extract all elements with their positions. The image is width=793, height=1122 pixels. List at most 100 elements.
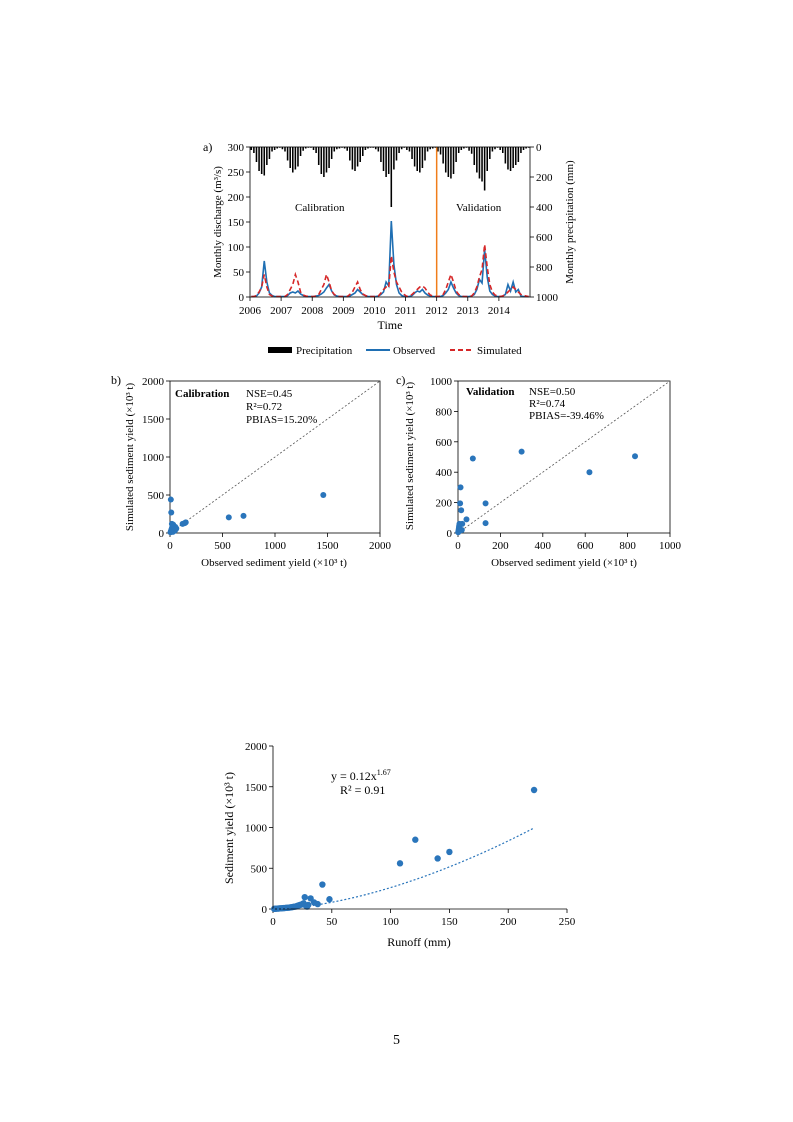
precip-bar: [325, 147, 328, 173]
y-tick-label: 1500: [245, 782, 268, 794]
precip-bar: [424, 147, 426, 161]
precip-bar: [255, 147, 258, 162]
power-fit-curve: [272, 827, 535, 910]
precip-bar: [494, 147, 496, 150]
data-point: [182, 519, 189, 526]
data-point: [305, 901, 312, 909]
precip-bar: [473, 147, 476, 165]
validation-text: Validation: [456, 202, 502, 214]
precip-bar: [478, 147, 481, 179]
x-tick-label: 500: [214, 540, 231, 552]
panel-b-title: Calibration: [175, 388, 229, 400]
precip-bar: [263, 147, 266, 176]
precip-bar: [367, 147, 369, 149]
y-tick-label: 2000: [142, 376, 165, 388]
precip-bar: [439, 147, 442, 155]
data-point: [225, 514, 232, 521]
y-tick-label: 1500: [142, 414, 165, 426]
x-tick-label: 100: [382, 916, 399, 928]
precip-bar: [486, 147, 488, 171]
panel-b-stat-r2: R²=0.72: [246, 401, 282, 413]
y-tick-label: 0: [447, 528, 453, 540]
panel-c-title: Validation: [466, 386, 515, 398]
precip-bar: [481, 147, 483, 182]
x-tick-label: 2012: [426, 305, 448, 317]
y-tick-label: 200: [436, 498, 453, 510]
precip-bar: [253, 147, 255, 153]
data-point: [446, 848, 453, 856]
precip-bar: [354, 147, 356, 171]
legend-simulated-label: Simulated: [477, 345, 522, 357]
y-right-tick-label: 800: [536, 262, 553, 274]
precip-bar: [408, 147, 411, 152]
x-tick-label: 800: [619, 540, 636, 552]
precip-bar: [398, 147, 400, 153]
precip-bar: [320, 147, 323, 174]
precip-bar: [281, 147, 284, 150]
precip-bar: [470, 147, 473, 154]
plot-frame: [273, 746, 567, 909]
x-tick-label: 200: [492, 540, 509, 552]
precipitation-bars: [250, 147, 530, 207]
y-left-tick-label: 100: [228, 242, 245, 254]
data-point: [458, 526, 465, 533]
data-point: [240, 512, 247, 519]
precip-bar: [362, 147, 364, 156]
data-point: [482, 500, 489, 507]
panel-b-ylabel: Simulated sediment yield (×10³ t): [124, 383, 136, 532]
data-point: [319, 881, 326, 888]
precip-bar: [502, 147, 504, 153]
panel-c-ylabel: Simulated sediment yield (×10³ t): [404, 382, 416, 531]
y-left-tick-label: 150: [228, 217, 245, 229]
precip-bar: [294, 147, 297, 170]
precip-bar: [276, 147, 278, 149]
y-tick-label: 0: [159, 528, 165, 540]
precip-bar: [302, 147, 304, 151]
x-tick-label: 2014: [488, 305, 511, 317]
precip-bar: [284, 147, 286, 152]
data-point: [530, 786, 538, 794]
panel-b-xlabel: Observed sediment yield (×10³ t): [201, 557, 347, 569]
precip-bar: [351, 147, 354, 170]
x-tick-label: 0: [167, 540, 173, 552]
precip-bar: [429, 147, 431, 150]
legend-observed-label: Observed: [393, 345, 436, 357]
data-point: [167, 496, 174, 503]
data-point: [412, 836, 419, 843]
precip-bar: [450, 147, 452, 179]
precip-bar: [509, 147, 512, 171]
precip-bar: [437, 147, 439, 152]
precip-bar: [406, 147, 408, 150]
precip-bar: [522, 147, 525, 150]
precip-bar: [323, 147, 325, 177]
precip-bar: [489, 147, 491, 159]
panel-b-plot: 0 500 1000 1500 2000 0 500 1000 1500 2000: [142, 376, 392, 552]
precip-bar: [520, 147, 522, 153]
x-tick-label: 150: [441, 916, 458, 928]
y-tick-label: 1000: [430, 376, 453, 388]
fit-equation: y = 0.12x1.67: [331, 768, 391, 783]
y-tick-label: 500: [148, 490, 165, 502]
panel-a-ylabel-right: Monthly precipitation (mm): [564, 160, 576, 284]
y-tick-label: 800: [436, 406, 453, 418]
y-left-tick-label: 300: [228, 142, 245, 154]
precip-bar: [315, 147, 317, 153]
panel-b-stat-nse: NSE=0.45: [246, 388, 293, 400]
plot-frame: [457, 380, 671, 534]
data-point: [314, 900, 321, 908]
data-point: [463, 516, 470, 523]
precip-bar: [504, 147, 507, 164]
precip-bar: [377, 147, 380, 152]
precip-bar: [289, 147, 291, 168]
data-point: [326, 896, 333, 903]
x-tick-label: 1500: [317, 540, 340, 552]
y-right-tick-label: 0: [536, 142, 542, 154]
panel-c-stat-nse: NSE=0.50: [529, 386, 576, 398]
y-tick-label: 1000: [142, 452, 165, 464]
precip-bar: [416, 147, 418, 171]
x-tick-label: 0: [270, 916, 276, 928]
x-tick-label: 2008: [301, 305, 324, 317]
precip-bar: [273, 147, 276, 150]
panel-c-stat-r2: R²=0.74: [529, 398, 566, 410]
y-left-tick-label: 250: [228, 167, 245, 179]
